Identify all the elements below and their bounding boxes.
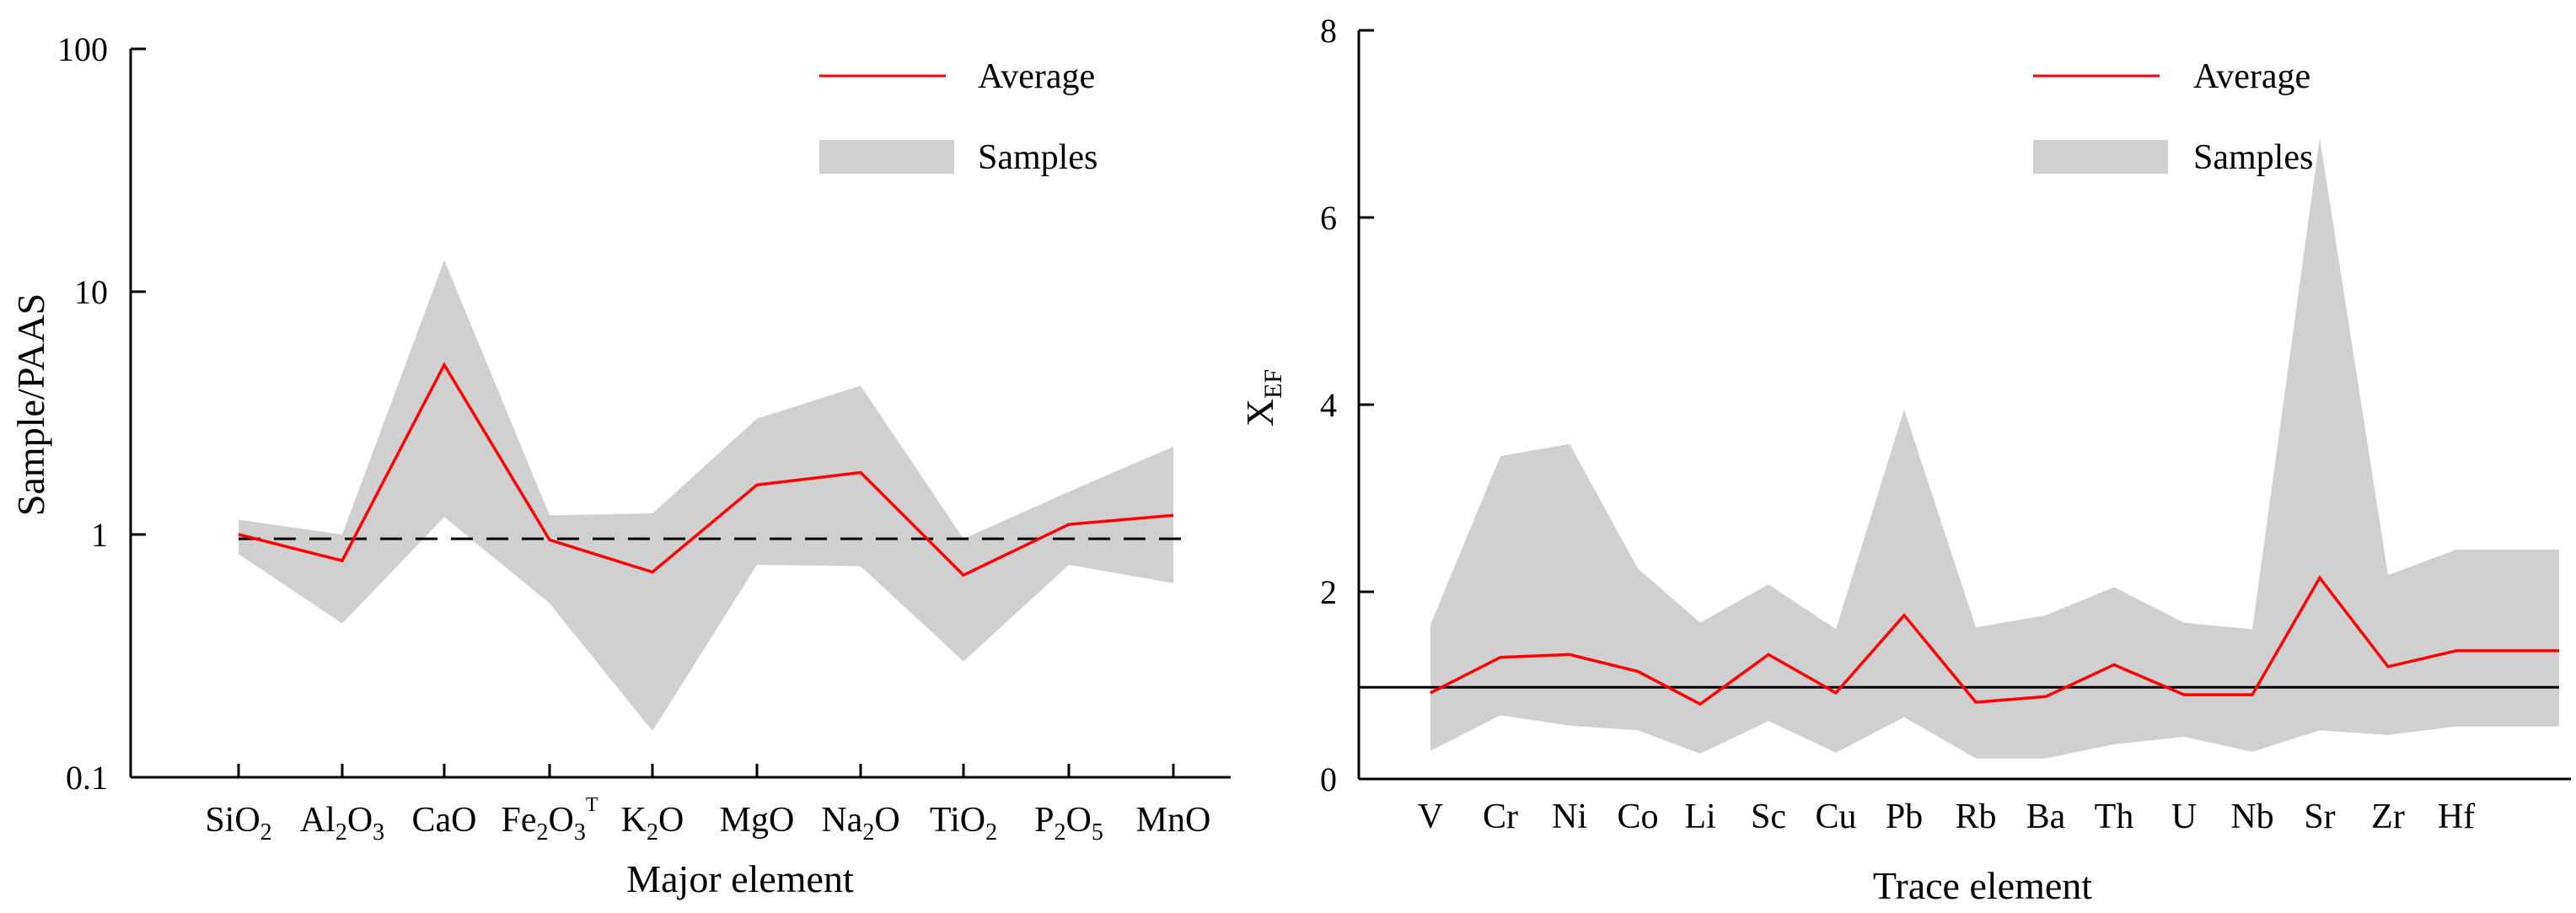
average-polyline — [1430, 575, 2559, 706]
y-axis-label-main: X — [1238, 399, 1281, 427]
x-tick-label-part: 2 — [985, 819, 997, 846]
y-axis-label: XEF — [1238, 369, 1287, 427]
x-tick-label-part: Fe — [501, 801, 536, 840]
x-tick-label-part: CaO — [412, 801, 477, 840]
x-tick-label-part: TiO — [930, 801, 985, 840]
x-tick-label-part: 2 — [536, 819, 548, 846]
x-tick-label-part: 3 — [373, 819, 384, 846]
x-tick-label-part: P — [1034, 801, 1054, 840]
x-tick-label-part: 3 — [574, 819, 586, 846]
x-tick-labels: V Cr Ni Co Li Sc Cu Pb Rb Ba Th U Nb Sr Zr Hf — [1418, 798, 2475, 836]
trace-element-chart: 0 2 4 6 8 V Cr Ni Co Li Sc Cu Pb Rb Ba Th U Nb Sr Zr Hf Tra… — [1238, 12, 2571, 907]
x-tick-label: Zr — [2371, 798, 2405, 836]
y-tick-label: 4 — [1320, 386, 1337, 424]
y-tick-label: 6 — [1320, 199, 1337, 237]
x-tick-label: Cu — [1815, 798, 1856, 836]
x-tick-label-part: 2 — [335, 819, 347, 846]
legend-samples-swatch — [2033, 140, 2168, 174]
x-tick-label: Al2O3 — [300, 801, 384, 846]
x-tick-label: Co — [1617, 798, 1658, 836]
y-tick-label: 8 — [1320, 12, 1337, 50]
x-tick-label: P2O5 — [1034, 801, 1103, 846]
x-tick-label-part: MgO — [720, 801, 795, 840]
x-tick-label-part: K — [621, 801, 647, 840]
y-tick-label: 1 — [91, 516, 108, 554]
axes — [129, 47, 1231, 779]
x-axis-label: Trace element — [1873, 864, 2092, 907]
x-tick-label: CaO — [412, 801, 477, 840]
x-tick-label: Fe2O3T — [501, 794, 598, 846]
legend: Average Samples — [819, 57, 1097, 177]
y-axis-label: Sample/PAAS — [9, 293, 52, 516]
x-tick-label-part: 5 — [1092, 819, 1103, 846]
samples-band — [1430, 137, 2559, 759]
y-tick-label: 0.1 — [66, 759, 108, 797]
x-tick-label-part: Na — [821, 801, 862, 840]
x-tick-label: MnO — [1136, 801, 1211, 840]
x-tick-label: U — [2171, 798, 2197, 836]
x-tick-label: MgO — [720, 801, 795, 840]
x-tick-label: V — [1418, 798, 1443, 836]
legend-samples-swatch — [819, 140, 954, 174]
y-tick-label: 10 — [74, 273, 108, 311]
x-tick-label: Li — [1684, 798, 1715, 836]
x-tick-label: Rb — [1955, 798, 1996, 836]
x-tick-label-part: MnO — [1136, 801, 1211, 840]
x-tick-label-part: O — [658, 801, 684, 840]
x-tick-label: Cr — [1483, 798, 1518, 836]
samples-area — [239, 260, 1173, 732]
average-line — [1430, 575, 2559, 706]
x-tick-label: Pb — [1886, 798, 1923, 836]
x-tick-label-part: SiO — [205, 801, 260, 840]
x-tick-label-part: 2 — [260, 819, 272, 846]
average-polyline — [238, 362, 1174, 577]
samples-area — [1430, 137, 2559, 759]
y-tick-label: 100 — [57, 30, 108, 68]
y-tick-labels: 0.1 1 10 100 — [57, 30, 108, 797]
x-tick-label-part: T — [586, 794, 598, 816]
x-tick-label: SiO2 — [205, 801, 271, 846]
samples-band — [239, 260, 1173, 732]
legend-samples-label: Samples — [2193, 138, 2313, 177]
x-tick-label: Ba — [2026, 798, 2066, 836]
legend-average-label: Average — [2193, 57, 2310, 96]
x-tick-label: Ni — [1552, 798, 1587, 836]
x-tick-label-part: O — [1066, 801, 1092, 840]
y-tick-labels: 0 2 4 6 8 — [1320, 12, 1337, 798]
x-axis-label: Major element — [626, 857, 854, 900]
x-tick-label-part: O — [874, 801, 899, 840]
x-tick-label: TiO2 — [930, 801, 997, 846]
x-tick-label-part: 2 — [862, 819, 874, 846]
x-tick-label-part: 2 — [647, 819, 658, 846]
x-tick-label: Hf — [2438, 798, 2475, 836]
y-tick-label: 0 — [1320, 760, 1337, 798]
legend: Average Samples — [2033, 57, 2313, 177]
x-tick-label-part: Al — [300, 801, 335, 840]
x-tick-labels: SiO2 Al2O3 CaO Fe2O3T K2O MgO Na2O TiO2 P2O5 MnO — [205, 794, 1210, 846]
x-tick-label-part: O — [548, 801, 573, 840]
legend-samples-label: Samples — [978, 138, 1097, 177]
legend-average-label: Average — [978, 57, 1095, 96]
y-axis-label-sub: EF — [1259, 369, 1287, 399]
x-tick-label: K2O — [621, 801, 684, 846]
x-tick-label-part: O — [347, 801, 373, 840]
axes — [1357, 29, 2571, 781]
y-tick-label: 2 — [1320, 573, 1337, 611]
x-tick-label: Th — [2095, 798, 2134, 836]
x-tick-label: Na2O — [821, 801, 899, 846]
x-tick-label-part: 2 — [1055, 819, 1066, 846]
x-tick-label: Nb — [2230, 798, 2273, 836]
x-tick-label: Sr — [2304, 798, 2335, 836]
average-line — [238, 362, 1174, 577]
x-tick-label: Sc — [1751, 798, 1786, 836]
